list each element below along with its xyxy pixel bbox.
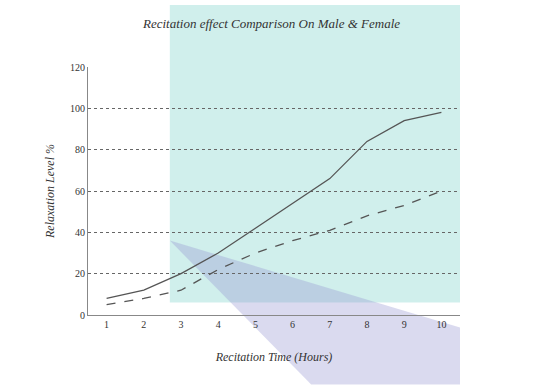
- svg-text:80: 80: [75, 144, 85, 155]
- svg-text:Recitation Time (Hours): Recitation Time (Hours): [215, 350, 333, 364]
- svg-text:9: 9: [402, 319, 407, 330]
- svg-text:60: 60: [75, 186, 85, 197]
- svg-text:40: 40: [75, 227, 85, 238]
- svg-text:20: 20: [75, 268, 85, 279]
- svg-text:0: 0: [80, 310, 85, 321]
- svg-text:10: 10: [436, 319, 446, 330]
- svg-text:2: 2: [141, 319, 146, 330]
- svg-text:5: 5: [253, 319, 258, 330]
- svg-text:Recitation effect Comparison O: Recitation effect Comparison On Male & F…: [142, 16, 400, 31]
- svg-text:8: 8: [365, 319, 370, 330]
- svg-text:4: 4: [216, 319, 221, 330]
- svg-text:7: 7: [327, 319, 332, 330]
- svg-text:3: 3: [179, 319, 184, 330]
- svg-text:1: 1: [104, 319, 109, 330]
- svg-text:120: 120: [70, 62, 85, 73]
- svg-text:Relaxation Level %: Relaxation Level %: [43, 144, 57, 239]
- svg-text:100: 100: [70, 103, 85, 114]
- svg-text:6: 6: [290, 319, 295, 330]
